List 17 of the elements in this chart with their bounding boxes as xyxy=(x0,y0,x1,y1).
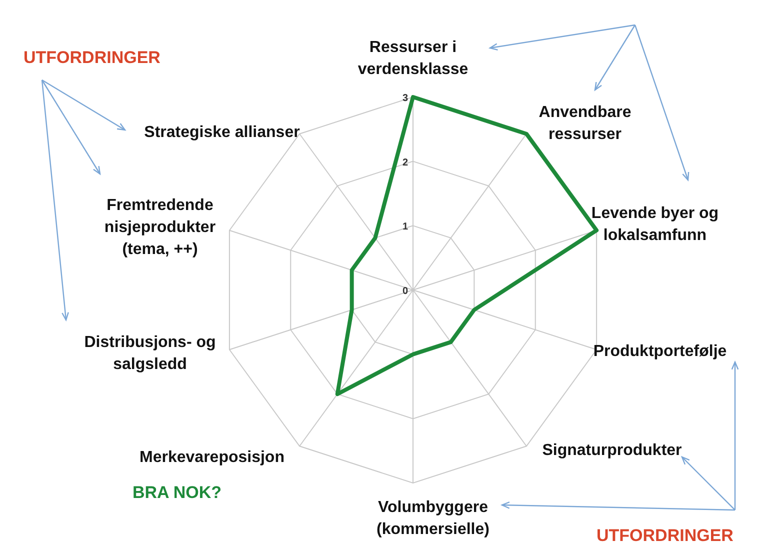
spoke-label: Signaturprodukter xyxy=(542,442,682,459)
spoke-label: Fremtredende nisjeprodukter (tema, ++) xyxy=(104,197,216,258)
spoke-label: Anvendbare ressurser xyxy=(538,104,632,143)
y-tick-label: 0 xyxy=(402,286,408,297)
spoke-label: Merkevareposisjon xyxy=(140,449,284,466)
text: UTFORDRINGER xyxy=(596,526,734,545)
y-tick-label: 2 xyxy=(402,157,408,168)
spoke-label: Distribusjons- og salgsledd xyxy=(84,334,216,373)
text: UTFORDRINGER xyxy=(24,48,160,67)
y-tick-label: 3 xyxy=(402,93,408,104)
spoke-label: Levende byer og lokalsamfunn xyxy=(591,205,719,244)
spoke-label: Ressurser i verdensklasse xyxy=(358,39,468,78)
spoke-label: Strategiske allianser xyxy=(144,124,300,141)
y-tick-label: 1 xyxy=(402,222,408,233)
spoke-label: Produktportefølje xyxy=(593,343,727,360)
spoke-label: Volumbyggere (kommersielle) xyxy=(376,499,490,538)
text: BRA NOK? xyxy=(132,483,222,502)
